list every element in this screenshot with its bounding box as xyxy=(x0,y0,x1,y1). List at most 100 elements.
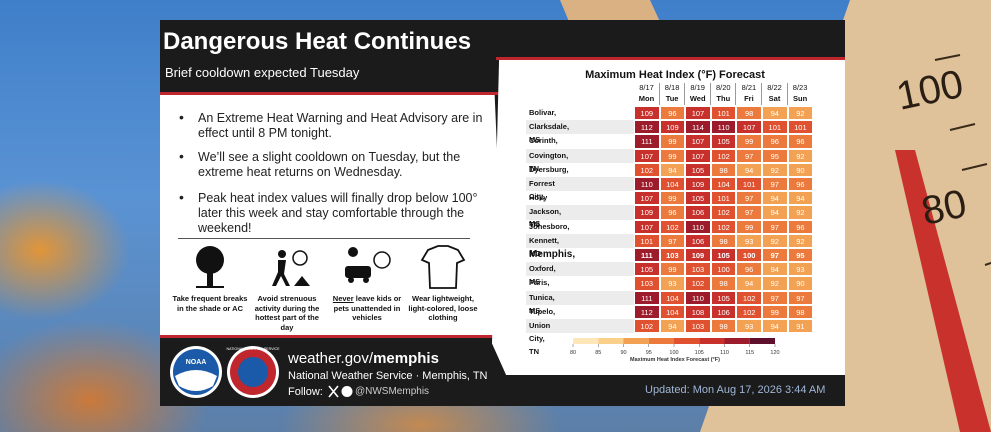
thermometer-tube xyxy=(895,150,991,432)
red-stripe xyxy=(496,57,845,60)
scale-tick-label: 95 xyxy=(646,350,652,356)
heat-index-cell: 94 xyxy=(762,191,788,206)
heat-index-cell: 109 xyxy=(685,177,711,192)
tip-emphasis: Never xyxy=(332,294,354,303)
site: weather.gov/ xyxy=(288,350,374,367)
heat-index-cell: 106 xyxy=(710,304,737,319)
heat-index-cell: 94 xyxy=(762,319,788,334)
heat-index-cell: 92 xyxy=(762,276,788,291)
station-name: Tunica, MS xyxy=(529,292,555,315)
heat-index-cell: 93 xyxy=(736,319,762,334)
site-bold: memphis xyxy=(373,350,439,367)
updated: Updated: Mon Aug 17, 2026 3:44 AM xyxy=(645,384,826,396)
heat-index-cell: 93 xyxy=(787,262,814,277)
heat-index-cell: 110 xyxy=(685,219,711,234)
station-name: Oxford, MS xyxy=(529,264,556,287)
row-band xyxy=(526,290,634,305)
nws-logo-inner xyxy=(238,357,268,387)
heat-index-cell: 105 xyxy=(685,191,711,206)
heat-index-cell: 96 xyxy=(762,134,788,149)
heat-index-cell: 109 xyxy=(685,248,711,263)
heat-index-cell: 107 xyxy=(685,134,711,149)
heat-index-cell: 108 xyxy=(685,304,711,319)
heat-index-cell: 101 xyxy=(710,191,737,206)
heat-index-cell: 94 xyxy=(659,162,686,177)
tip: Never leave kids or pets unattended in v… xyxy=(328,294,406,323)
heat-index-cell: 99 xyxy=(659,134,686,149)
row-band xyxy=(526,148,634,163)
day-header: Sun xyxy=(793,94,808,103)
heat-index-cell: 103 xyxy=(685,319,711,334)
scale-tick-label: 115 xyxy=(745,350,754,356)
scale-label: Maximum Heat Index Forecast (°F) xyxy=(630,357,720,363)
heat-index-cell: 92 xyxy=(787,205,814,220)
scale-tick-label: 100 xyxy=(669,350,678,356)
heat-index-cell: 105 xyxy=(710,134,737,149)
heat-index-cell: 98 xyxy=(787,304,814,319)
heat-index-cell: 94 xyxy=(762,106,788,121)
worker-icon xyxy=(272,250,310,286)
date-header: 8/18 xyxy=(664,83,680,92)
bullet: Peak heat index values will finally drop… xyxy=(198,191,478,235)
heat-index-cell: 114 xyxy=(685,120,711,135)
tip: Wear lightweight, light-colored, loose c… xyxy=(408,294,478,322)
scale-tick-label: 85 xyxy=(595,350,601,356)
scale-band xyxy=(724,338,750,344)
column-divider xyxy=(761,83,762,105)
scale-band xyxy=(598,338,624,344)
heat-index-cell: 98 xyxy=(736,106,762,121)
heat-index-cell: 103 xyxy=(659,248,686,263)
heat-index-cell: 97 xyxy=(659,233,686,248)
tip-icons xyxy=(196,245,466,289)
divider xyxy=(178,238,470,239)
heat-index-cell: 92 xyxy=(762,233,788,248)
red-stripe xyxy=(160,92,500,95)
x-icon xyxy=(328,385,339,398)
heat-index-cell: 105 xyxy=(685,162,711,177)
heat-index-cell: 97 xyxy=(762,248,788,263)
date-header: 8/22 xyxy=(767,83,782,92)
logo-text: NATIONAL WEATHER SERVICE xyxy=(227,347,281,351)
day-header: Mon xyxy=(638,94,655,103)
heat-index-cell: 90 xyxy=(787,276,814,291)
heat-index-cell: 102 xyxy=(710,219,737,234)
heat-index-cell: 94 xyxy=(787,191,814,206)
heat-index-cell: 110 xyxy=(634,177,660,192)
heat-index-cell: 107 xyxy=(685,106,711,121)
heat-index-cell: 107 xyxy=(736,120,762,135)
heat-index-cell: 94 xyxy=(762,262,788,277)
heat-index-cell: 96 xyxy=(787,177,814,192)
day-header: Tue xyxy=(665,94,679,103)
scale-band xyxy=(699,338,725,344)
heat-index-cell: 112 xyxy=(634,120,660,135)
thermometer-label: 80 xyxy=(918,182,971,234)
facebook-icon xyxy=(341,386,353,397)
heat-index-cell: 96 xyxy=(659,205,686,220)
office: National Weather Service · Memphis, TN xyxy=(288,370,488,382)
scale-tick-label: 110 xyxy=(720,350,729,356)
heat-index-cell: 102 xyxy=(710,205,737,220)
heat-index-cell: 109 xyxy=(659,120,686,135)
heat-index-cell: 101 xyxy=(736,177,762,192)
heat-index-cell: 102 xyxy=(634,162,660,177)
row-band xyxy=(526,120,634,135)
heat-index-cell: 96 xyxy=(659,106,686,121)
heat-index-cell: 99 xyxy=(659,148,686,163)
heat-index-cell: 107 xyxy=(634,191,660,206)
column-divider xyxy=(735,83,736,105)
scale-tick-label: 80 xyxy=(570,350,576,356)
heat-index-cell: 95 xyxy=(762,148,788,163)
heat-index-cell: 101 xyxy=(710,106,737,121)
heat-index-cell: 107 xyxy=(685,148,711,163)
heat-index-cell: 98 xyxy=(710,319,737,334)
heat-index-cell: 94 xyxy=(736,162,762,177)
heat-index-cell: 107 xyxy=(634,219,660,234)
column-divider xyxy=(709,83,711,105)
heat-index-cell: 111 xyxy=(634,134,660,149)
heat-index-cell: 92 xyxy=(787,148,814,163)
heat-index-cell: 90 xyxy=(787,162,814,177)
date-header: 8/20 xyxy=(715,83,731,92)
heat-index-cell: 102 xyxy=(634,319,660,334)
heat-index-cell: 102 xyxy=(710,148,737,163)
